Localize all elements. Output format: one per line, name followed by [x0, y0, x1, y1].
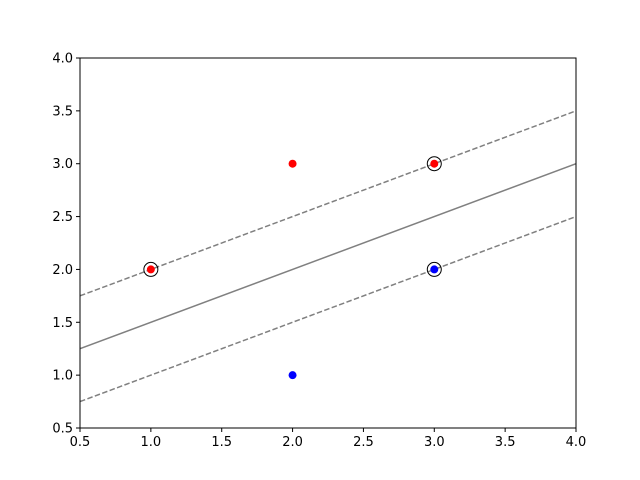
x-tick-label-1: 1.0 — [141, 435, 162, 450]
y-tick-label-6: 3.5 — [52, 104, 73, 119]
y-axis: 0.5 1.0 1.5 2.0 2.5 3.0 3.5 4.0 — [52, 52, 80, 437]
data-point-3 — [288, 371, 297, 380]
x-tick-label-4: 2.5 — [353, 435, 374, 450]
x-tick-label-3: 2.0 — [282, 435, 303, 450]
y-tick-label-1: 1.0 — [52, 369, 73, 384]
support-vector-marker-2 — [426, 261, 442, 277]
x-tick-label-0: 0.5 — [70, 435, 91, 450]
upper-margin-line — [80, 110, 576, 297]
points-layer — [146, 159, 439, 380]
y-tick-label-4: 2.5 — [52, 210, 73, 225]
data-point-1 — [288, 159, 297, 168]
support-vector-marker-1 — [426, 156, 442, 172]
support-vector-marker-0 — [143, 261, 159, 277]
x-tick-label-5: 3.0 — [424, 435, 445, 450]
x-axis: 0.5 1.0 1.5 2.0 2.5 3.0 3.5 4.0 — [70, 428, 587, 450]
lower-margin-line — [80, 215, 576, 403]
x-tick-label-2: 1.5 — [211, 435, 232, 450]
y-tick-label-5: 3.0 — [52, 157, 73, 172]
y-tick-label-7: 4.0 — [52, 52, 73, 67]
decision-boundary-line — [80, 163, 576, 350]
data-point-4 — [430, 265, 439, 274]
plot-frame — [79, 57, 577, 429]
data-point-0 — [146, 265, 155, 274]
x-tick-label-7: 4.0 — [566, 435, 587, 450]
data-point-2 — [430, 159, 439, 168]
plot-area — [80, 58, 576, 428]
lines-layer — [80, 110, 576, 403]
y-tick-label-2: 1.5 — [52, 316, 73, 331]
y-tick-label-0: 0.5 — [52, 422, 73, 437]
x-tick-label-6: 3.5 — [495, 435, 516, 450]
y-tick-label-3: 2.0 — [52, 263, 73, 278]
support-vectors-layer — [143, 156, 442, 277]
